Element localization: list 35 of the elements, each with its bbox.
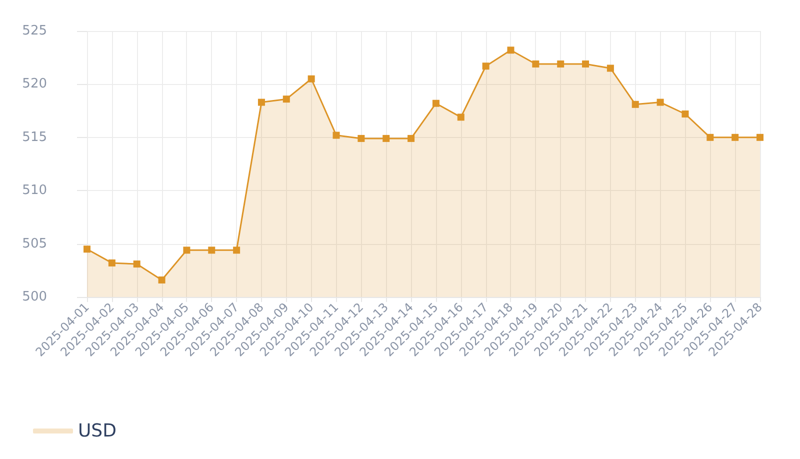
y-tick-label: 525 [22,24,47,38]
point [282,96,290,103]
point [682,110,689,118]
point [382,134,390,142]
point [358,134,365,142]
point [432,100,440,107]
y-tick-label: 515 [22,130,47,145]
point [84,246,90,253]
point [332,132,340,139]
point [656,98,664,106]
point [632,100,639,108]
point [158,276,166,284]
y-tick-label: 520 [22,76,47,92]
y-tick-label: 505 [22,236,47,252]
point [507,46,514,54]
point [183,246,190,254]
point [408,134,415,142]
point [532,60,540,68]
point [756,134,764,141]
point [606,64,614,72]
point [258,98,265,106]
point [557,60,564,68]
legend-label: USD [78,420,116,442]
point [732,134,739,141]
point [108,259,116,266]
point [133,260,140,268]
point [233,246,240,254]
point [706,134,714,141]
point [208,246,216,254]
y-tick-label: 510 [22,183,47,198]
point [582,60,590,68]
point [482,62,490,70]
y-tick-label: 500 [22,290,47,304]
point [457,114,464,121]
point [308,75,315,82]
